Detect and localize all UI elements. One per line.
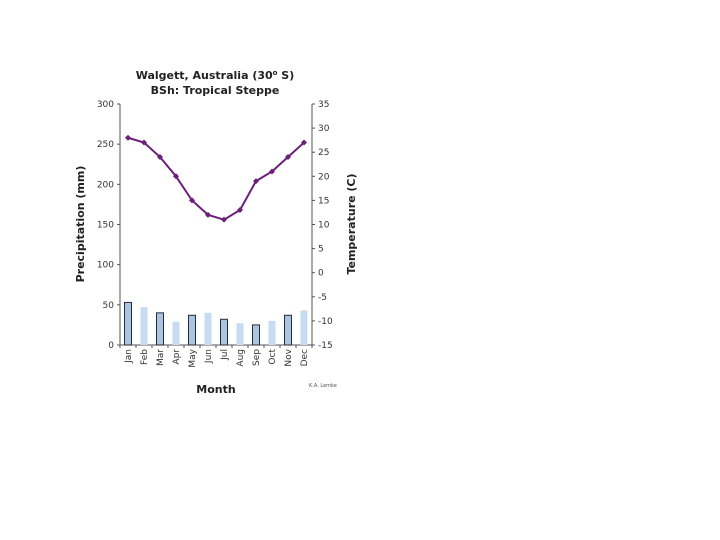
temperature-point bbox=[205, 211, 211, 218]
precipitation-bar bbox=[124, 301, 132, 346]
precipitation-bar bbox=[156, 312, 164, 346]
right-tick-label: -15 bbox=[318, 341, 333, 351]
precipitation-bar bbox=[140, 307, 148, 345]
right-tick-label: 25 bbox=[318, 148, 329, 158]
left-tick-label: 50 bbox=[103, 301, 115, 311]
right-tick-label: 15 bbox=[318, 196, 329, 206]
left-tick-label: 0 bbox=[108, 341, 114, 351]
temperature-point bbox=[173, 173, 179, 180]
x-tick-label: Jun bbox=[204, 349, 214, 364]
right-tick-label: -5 bbox=[318, 293, 327, 303]
x-axis-title: Month bbox=[196, 383, 235, 396]
left-tick-label: 150 bbox=[97, 221, 114, 231]
precipitation-bar bbox=[204, 312, 212, 345]
x-tick-label: Apr bbox=[172, 349, 182, 365]
precipitation-bar bbox=[300, 310, 308, 345]
x-tick-label: Mar bbox=[156, 349, 166, 366]
precipitation-bar bbox=[220, 318, 228, 346]
right-tick-label: 10 bbox=[318, 221, 330, 231]
temperature-point bbox=[189, 197, 195, 204]
right-tick-label: 20 bbox=[318, 172, 330, 182]
temperature-point bbox=[125, 134, 131, 141]
temperature-point bbox=[221, 216, 227, 223]
temperature-point bbox=[141, 139, 147, 146]
temperature-point bbox=[157, 154, 163, 161]
right-tick-label: 30 bbox=[318, 124, 330, 134]
left-tick-label: 300 bbox=[97, 100, 114, 110]
temperature-line bbox=[127, 136, 305, 221]
left-tick-label: 200 bbox=[97, 180, 114, 190]
temperature-point bbox=[237, 207, 243, 214]
x-tick-label: Sep bbox=[252, 349, 262, 366]
temperature-point bbox=[301, 139, 307, 146]
right-tick-label: 0 bbox=[318, 269, 324, 279]
right-tick-label: -10 bbox=[318, 317, 333, 327]
temperature-point bbox=[253, 178, 259, 185]
x-tick-label: Jan bbox=[124, 349, 134, 364]
x-tick-label: Jul bbox=[220, 349, 230, 361]
temperature-point bbox=[269, 168, 275, 175]
x-tick-label: Dec bbox=[300, 349, 310, 366]
right-tick-label: 35 bbox=[318, 100, 329, 110]
precipitation-bar bbox=[252, 324, 260, 346]
right-tick-label: 5 bbox=[318, 245, 324, 255]
precipitation-bar bbox=[268, 320, 276, 345]
left-axis-title: Precipitation (mm) bbox=[74, 166, 87, 283]
x-tick-label: Aug bbox=[236, 349, 246, 367]
precipitation-bar bbox=[172, 321, 180, 345]
right-axis-title: Temperature (C) bbox=[345, 173, 358, 274]
x-tick-label: Feb bbox=[140, 349, 150, 365]
chart-title: Walgett, Australia (30o S) BSh: Tropical… bbox=[136, 69, 295, 97]
credit-text: K.A. Lemke bbox=[309, 383, 337, 389]
left-tick-label: 250 bbox=[97, 140, 114, 150]
chart-title-line1: Walgett, Australia (30o S) bbox=[136, 69, 295, 82]
precipitation-bar bbox=[188, 314, 196, 346]
x-tick-label: May bbox=[188, 348, 198, 367]
precipitation-bar bbox=[284, 314, 292, 346]
precipitation-bar bbox=[236, 323, 244, 345]
temperature-point bbox=[285, 154, 291, 161]
x-tick-label: Nov bbox=[284, 348, 294, 366]
left-tick-label: 100 bbox=[97, 261, 114, 271]
x-tick-label: Oct bbox=[268, 349, 278, 365]
chart-title-line2: BSh: Tropical Steppe bbox=[151, 84, 280, 97]
plot-area: 0 50 100 150 200 250 300 -15 -10 -5 0 5 10 15 20 25 30 35… bbox=[97, 100, 333, 368]
